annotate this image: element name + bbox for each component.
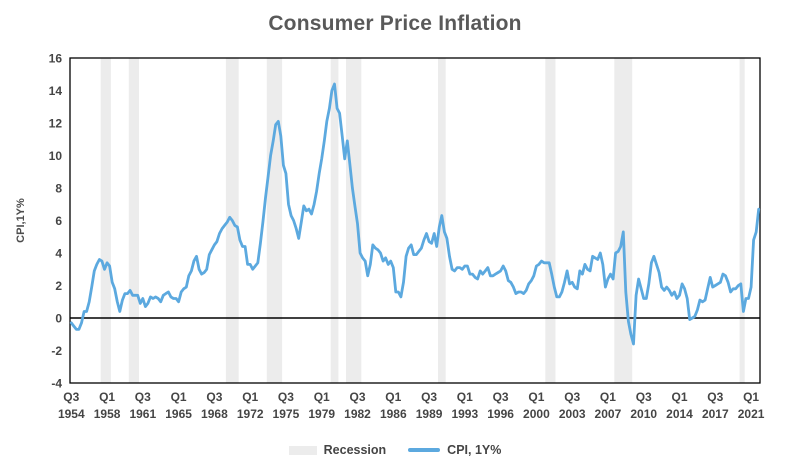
x-tick-year: 1993 xyxy=(451,407,478,421)
legend-label-cpi: CPI, 1Y% xyxy=(447,443,502,457)
x-tick-quarter: Q1 xyxy=(99,390,115,404)
x-tick-year: 1965 xyxy=(165,407,192,421)
cpi-line-swatch-icon xyxy=(408,448,441,452)
x-tick-quarter: Q3 xyxy=(135,390,151,404)
legend-label-recession: Recession xyxy=(323,443,387,457)
x-tick-quarter: Q3 xyxy=(278,390,294,404)
x-tick-quarter: Q1 xyxy=(385,390,401,404)
x-tick-quarter: Q1 xyxy=(457,390,473,404)
x-tick-year: 1954 xyxy=(58,407,85,421)
y-tick-label: 6 xyxy=(55,214,62,228)
recession-band xyxy=(100,58,111,383)
x-tick-year: 1961 xyxy=(129,407,156,421)
y-axis-title: CPI,1Y% xyxy=(15,198,27,243)
x-tick-year: 2021 xyxy=(738,407,765,421)
y-tick-label: -4 xyxy=(51,377,62,391)
y-tick-label: 16 xyxy=(49,52,63,66)
x-tick-quarter: Q1 xyxy=(743,390,759,404)
recession-bands xyxy=(100,58,745,383)
legend-item-cpi: CPI, 1Y% xyxy=(408,443,501,457)
x-tick-quarter: Q3 xyxy=(707,390,723,404)
legend: Recession CPI, 1Y% xyxy=(0,443,790,457)
y-tick-label: 10 xyxy=(49,149,63,163)
x-tick-quarter: Q1 xyxy=(600,390,616,404)
x-tick-quarter: Q3 xyxy=(564,390,580,404)
chart-title: Consumer Price Inflation xyxy=(268,12,522,35)
y-tick-label: -2 xyxy=(51,344,62,358)
y-tick-label: 2 xyxy=(55,279,62,293)
x-tick-quarter: Q1 xyxy=(671,390,687,404)
plot-border xyxy=(69,57,761,384)
y-tick-label: 14 xyxy=(49,84,63,98)
recession-band xyxy=(330,58,339,383)
x-tick-year: 1958 xyxy=(94,407,121,421)
x-tick-quarter: Q1 xyxy=(314,390,330,404)
recession-band xyxy=(545,58,556,383)
x-tick-year: 1979 xyxy=(308,407,335,421)
x-tick-quarter: Q3 xyxy=(636,390,652,404)
y-axis-tick-labels: 16 14 12 10 8 6 4 2 0 -2 -4 xyxy=(49,52,63,391)
x-tick-quarter: Q3 xyxy=(349,390,365,404)
x-tick-quarter: Q1 xyxy=(528,390,544,404)
recession-band xyxy=(346,58,362,383)
x-tick-quarter: Q3 xyxy=(493,390,509,404)
x-tick-year: 1975 xyxy=(273,407,300,421)
x-tick-quarter: Q3 xyxy=(206,390,222,404)
x-tick-year: 1996 xyxy=(487,407,514,421)
y-tick-label: 0 xyxy=(55,312,62,326)
recession-band xyxy=(128,58,139,383)
y-tick-label: 4 xyxy=(55,247,62,261)
x-tick-quarter: Q1 xyxy=(171,390,187,404)
recession-band xyxy=(739,58,745,383)
x-tick-year: 2007 xyxy=(595,407,622,421)
x-tick-year: 1989 xyxy=(416,407,443,421)
x-tick-year: 2017 xyxy=(702,407,729,421)
x-tick-year: 1986 xyxy=(380,407,407,421)
x-tick-year: 2010 xyxy=(630,407,657,421)
x-tick-year: 1968 xyxy=(201,407,228,421)
legend-item-recession: Recession xyxy=(288,443,387,457)
x-tick-year: 1972 xyxy=(237,407,264,421)
x-tick-quarter: Q1 xyxy=(242,390,258,404)
y-tick-label: 8 xyxy=(55,182,62,196)
x-tick-year: 1982 xyxy=(344,407,371,421)
x-tick-year: 2014 xyxy=(666,407,693,421)
y-tick-label: 12 xyxy=(49,117,63,131)
x-tick-quarter: Q3 xyxy=(421,390,437,404)
cpi-line xyxy=(69,82,761,346)
recession-band xyxy=(266,58,283,383)
x-tick-year: 2003 xyxy=(559,407,586,421)
x-axis-tick-labels: Q3 1954 Q1 1958 Q3 1961 Q1 1965 Q3 1968 Q1 1972 Q3 19… xyxy=(58,390,765,421)
x-tick-year: 2000 xyxy=(523,407,550,421)
x-tick-quarter: Q3 xyxy=(63,390,79,404)
recession-swatch-icon xyxy=(288,445,317,455)
